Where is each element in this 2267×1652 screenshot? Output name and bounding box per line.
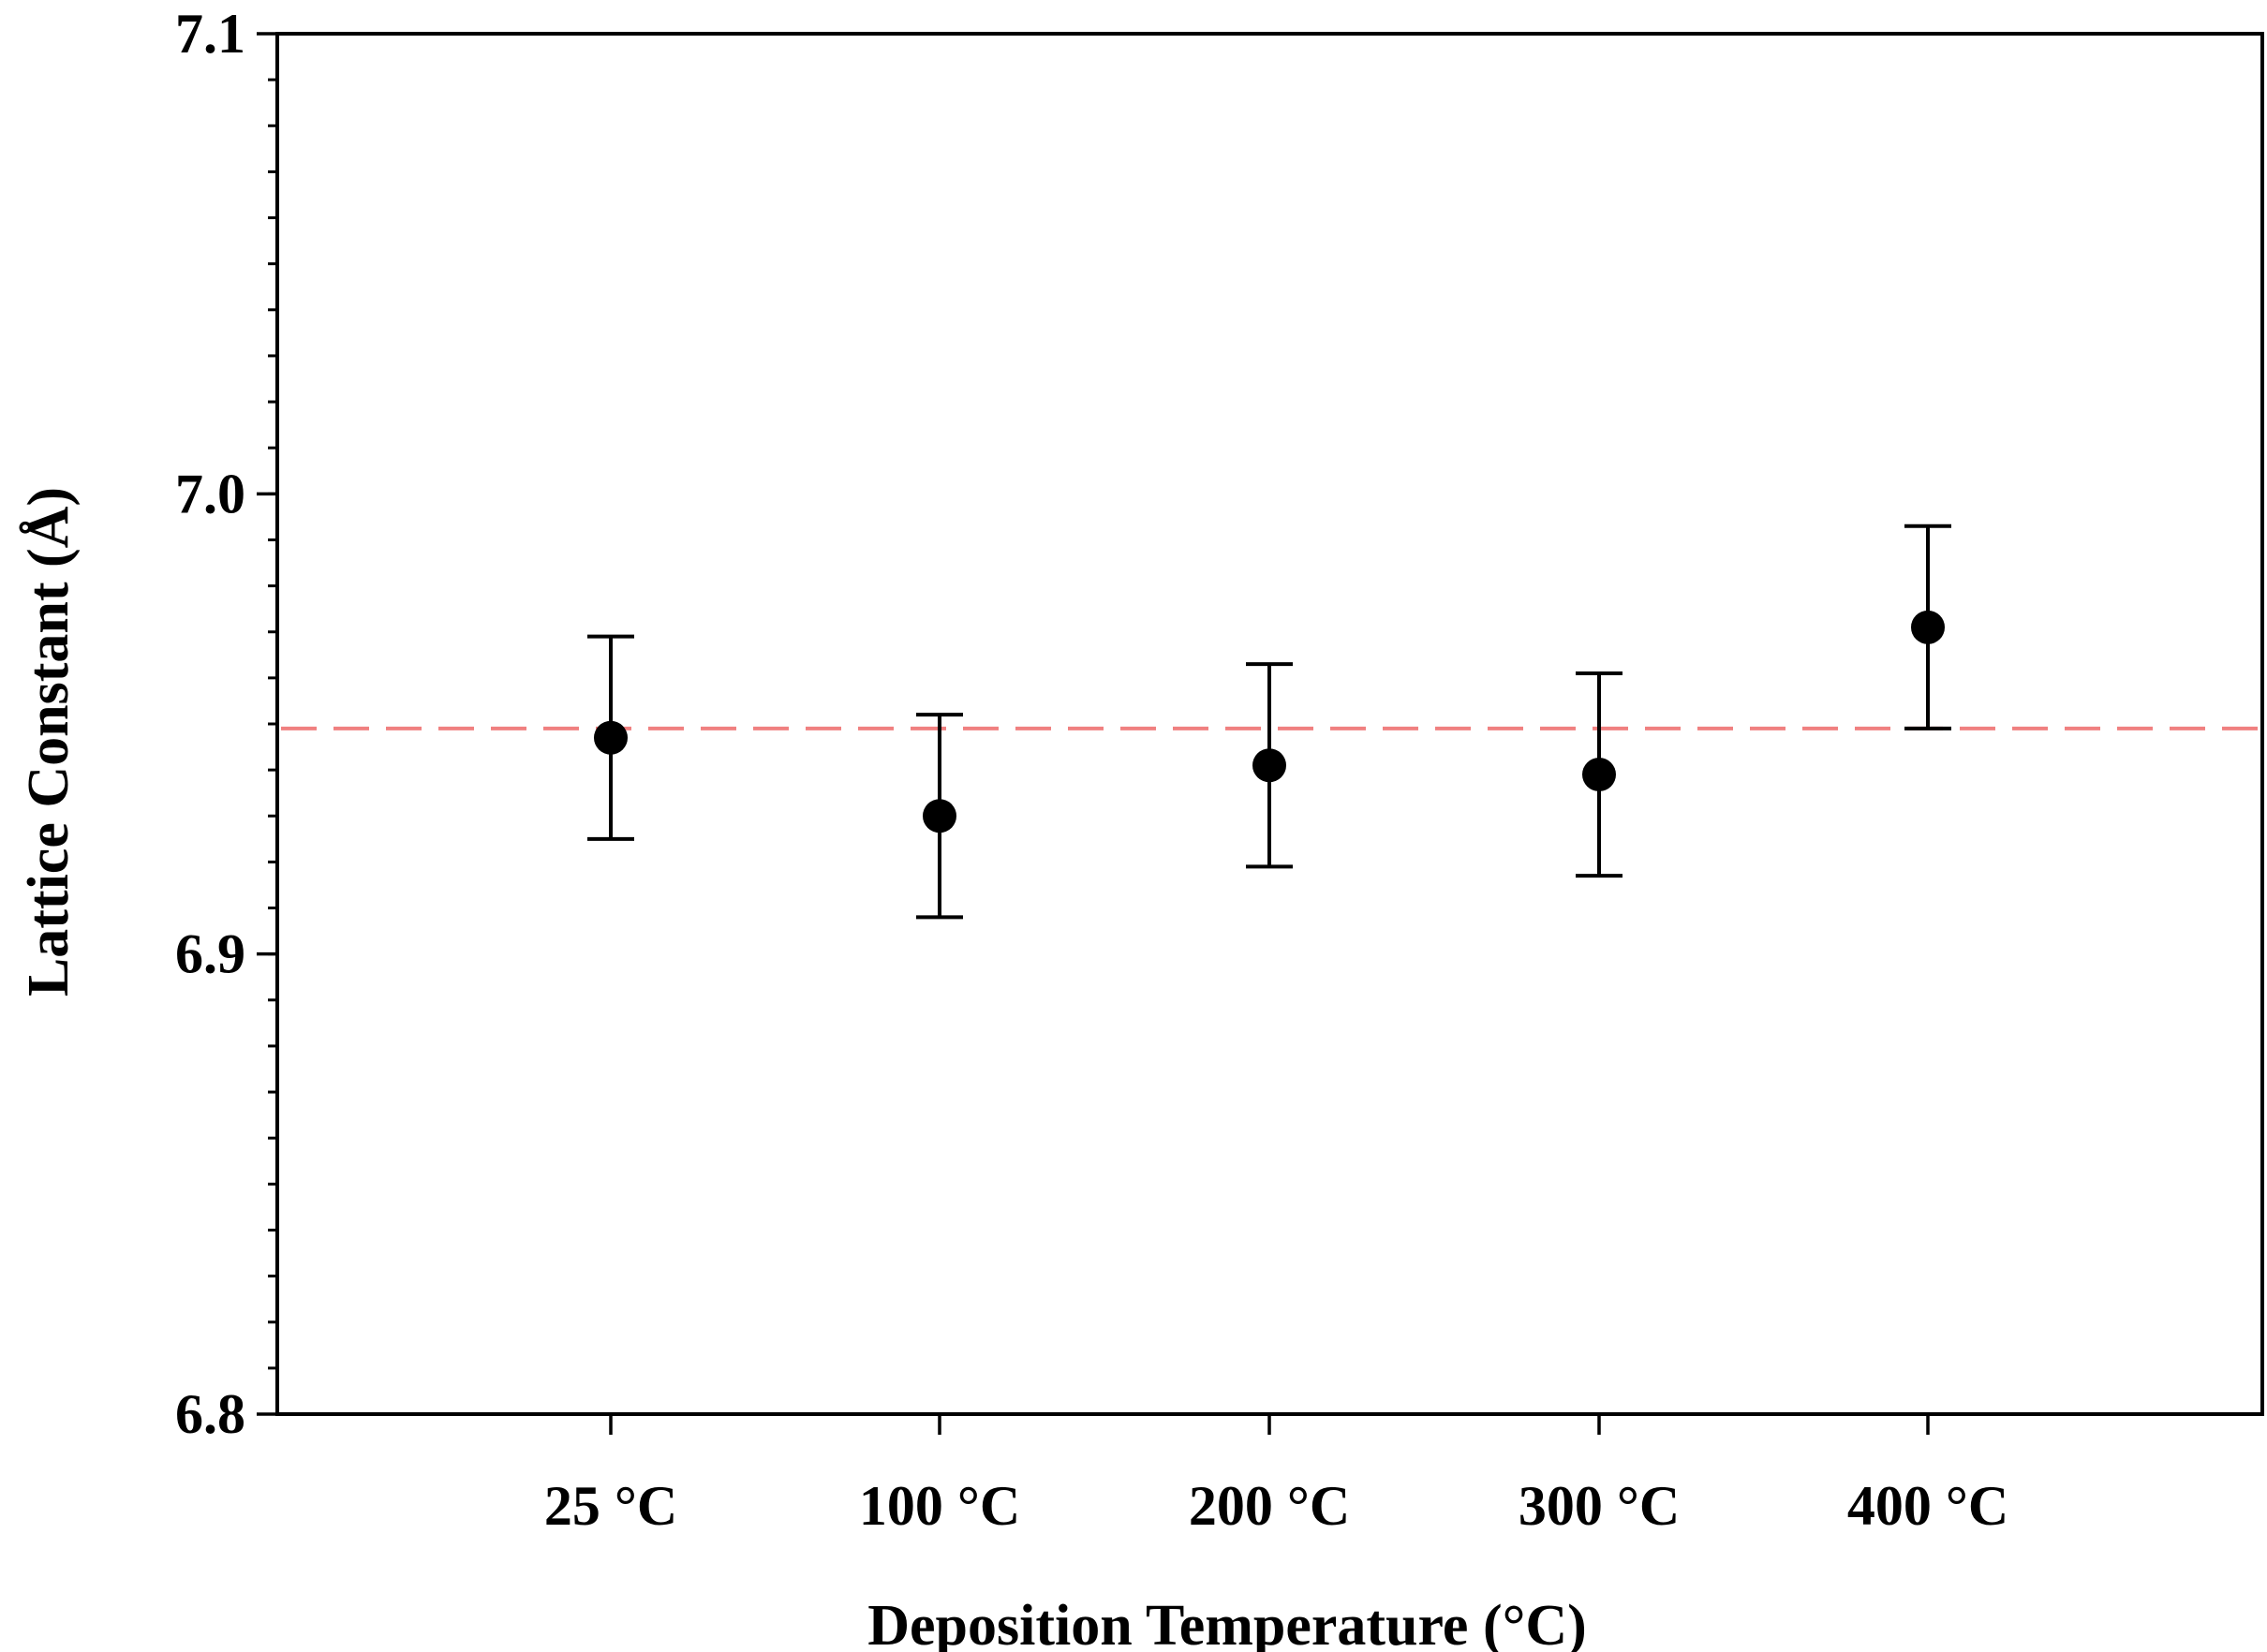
x-axis-title: Deposition Temperature (°C) xyxy=(867,1594,1587,1652)
x-tick-label: 100 °C xyxy=(859,1475,1020,1537)
x-tick-label: 300 °C xyxy=(1519,1475,1680,1537)
x-tick-label: 25 °C xyxy=(544,1475,677,1537)
data-point xyxy=(594,720,628,755)
y-axis-title: Lattice Constant (Å) xyxy=(17,487,81,996)
data-point xyxy=(1252,748,1286,783)
x-tick-label: 400 °C xyxy=(1847,1475,2008,1537)
data-point xyxy=(1582,758,1616,792)
y-tick-label: 7.1 xyxy=(175,3,245,65)
data-point xyxy=(923,799,956,833)
x-tick-label: 200 °C xyxy=(1189,1475,1350,1537)
data-point xyxy=(1911,610,1945,644)
y-tick-label: 6.9 xyxy=(175,923,245,985)
y-tick-label: 7.0 xyxy=(175,463,245,524)
y-tick-label: 6.8 xyxy=(175,1383,245,1445)
